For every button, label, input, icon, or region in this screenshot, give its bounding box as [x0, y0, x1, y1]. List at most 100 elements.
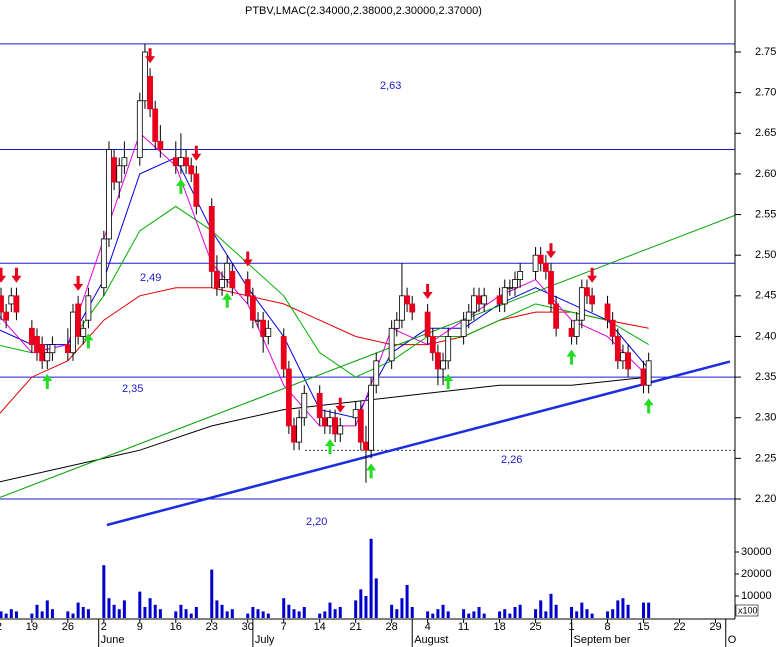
candle-body	[44, 352, 51, 362]
candle-body	[301, 392, 308, 419]
x-tick-label: 8	[604, 621, 610, 633]
candle-body	[460, 319, 467, 337]
volume-bar	[86, 609, 90, 618]
candle-body	[465, 311, 472, 321]
candle-body	[39, 344, 46, 362]
candle-body	[388, 327, 395, 362]
candle-body	[553, 303, 560, 329]
candle-body	[548, 271, 554, 305]
y-tick-label: 2.75	[755, 46, 776, 58]
volume-bar	[179, 604, 183, 618]
x-tick-label: 23	[206, 621, 218, 633]
x-tick-label: 22	[673, 621, 685, 633]
candle-body	[573, 319, 580, 337]
signal-arrow	[145, 48, 156, 64]
volume-bar	[590, 613, 594, 618]
candle-body	[75, 303, 82, 337]
level-label: 2,49	[140, 272, 161, 284]
candle-body	[578, 287, 585, 321]
signal-arrow	[175, 178, 186, 194]
candle-body	[229, 271, 236, 289]
volume-bar	[220, 604, 224, 618]
volume-bar	[76, 602, 80, 618]
candle-body	[291, 425, 297, 443]
month-label: June	[101, 634, 125, 646]
volume-bar	[0, 611, 3, 618]
candle-body	[64, 344, 71, 354]
volume-bar	[4, 613, 8, 618]
month-label: O	[728, 634, 737, 646]
volume-bar	[554, 604, 558, 618]
candle-body	[506, 287, 513, 290]
candle-body	[136, 100, 143, 159]
volume-bar	[395, 609, 399, 618]
volume-bar	[441, 604, 445, 618]
y-tick-label: 2.45	[755, 290, 776, 302]
volume-bar	[503, 609, 507, 618]
volume-bar	[575, 611, 579, 618]
candle-body	[285, 368, 292, 427]
volume-bar	[410, 607, 414, 618]
x-tick-label: 9	[137, 621, 143, 633]
x-tick-label: 7	[281, 621, 287, 633]
x-tick-label: 2	[101, 621, 107, 633]
x-tick-label: 30	[242, 621, 254, 633]
candle-body	[214, 271, 220, 289]
volume-bar	[539, 600, 543, 618]
volume-tick-label: 20000	[741, 568, 772, 580]
candle-body	[399, 295, 405, 321]
volume-bar	[642, 602, 646, 618]
candle-body	[537, 254, 544, 264]
volume-bar	[117, 609, 121, 618]
volume-bar	[498, 611, 502, 618]
volume-bar	[81, 607, 85, 618]
x-tick-label: 12	[0, 621, 2, 633]
volume-bar	[138, 591, 142, 618]
volume-bar	[518, 604, 522, 618]
chart-title: PTBV,LMAC(2.34000,2.38000,2.30000,2.3700…	[245, 5, 482, 17]
candle-body	[116, 165, 123, 183]
candle-body	[470, 295, 477, 313]
y-tick-label: 2.50	[755, 249, 776, 261]
volume-bar	[230, 609, 234, 618]
candle-body	[49, 344, 56, 354]
volume-bar	[153, 604, 157, 618]
candle-body	[260, 319, 267, 337]
x-tick-label: 25	[529, 621, 541, 633]
volume-bar	[9, 609, 13, 618]
candle-body	[373, 360, 380, 386]
volume-bar	[570, 607, 574, 618]
volume-bar	[225, 611, 229, 618]
volume-bar	[364, 596, 368, 618]
candle-body	[445, 336, 452, 362]
volume-bar	[302, 607, 306, 618]
volume-bar	[477, 607, 481, 618]
signal-arrow	[443, 373, 454, 389]
candle-body	[244, 279, 251, 297]
candle-body	[193, 173, 200, 207]
signal-arrow	[73, 275, 84, 291]
candle-body	[321, 417, 328, 427]
volume-bar	[611, 609, 615, 618]
y-tick-label: 2.25	[755, 452, 776, 464]
volume-bar	[405, 585, 409, 618]
candle-body	[332, 417, 339, 435]
y-tick-label: 2.65	[755, 127, 776, 139]
signal-arrow	[0, 322, 1, 325]
x-tick-label: 26	[62, 621, 74, 633]
volume-bar	[544, 611, 548, 618]
volume-bar	[184, 609, 188, 618]
volume-bar	[102, 565, 106, 618]
y-tick-label: 2.70	[755, 87, 776, 99]
candle-body	[542, 262, 549, 272]
volume-bar	[292, 609, 296, 618]
x-tick-label: 15	[637, 621, 649, 633]
candle-body	[106, 149, 112, 240]
volume-bar	[30, 613, 34, 618]
volume-bar	[354, 600, 358, 618]
x-tick-label: 29	[709, 621, 721, 633]
volume-bar	[318, 613, 322, 618]
volume-bar	[45, 600, 49, 618]
signal-arrow	[545, 243, 556, 259]
